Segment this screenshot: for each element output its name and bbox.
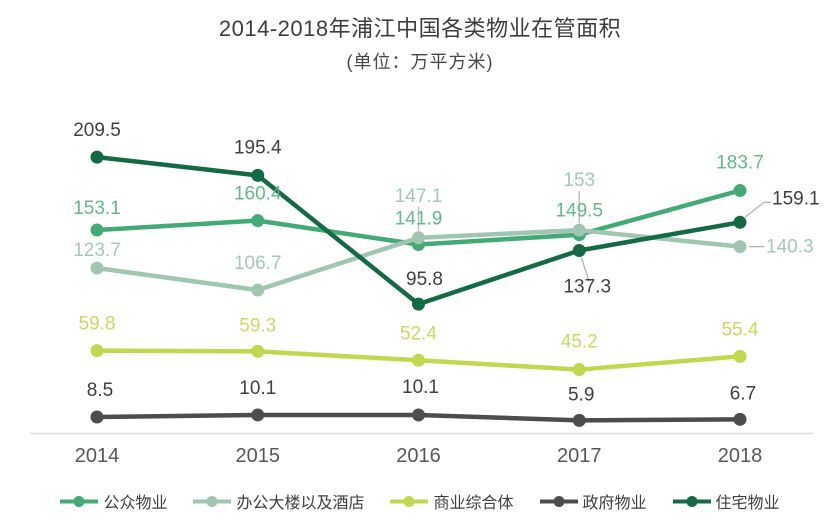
value-label: 123.7 [73,240,121,261]
series-1-point-1 [251,283,265,297]
series-0-point-1 [251,214,265,228]
label-leader-line [580,257,590,282]
legend-item-4: 住宅物业 [672,489,780,513]
series-3-point-4 [733,412,747,426]
series-3-point-2 [412,408,425,422]
series-0-point-4 [733,183,747,197]
legend-marker-icon [390,495,429,507]
legend-label: 公众物业 [103,495,168,512]
value-label: 5.9 [568,384,594,405]
value-label: 183.7 [716,152,764,173]
value-label: 153 [563,170,595,191]
series-4-point-1 [251,168,265,182]
chart-title: 2014-2018年浦江中国各类物业在管面积 [218,16,622,41]
value-label: 6.7 [730,383,756,404]
value-label: 10.1 [239,378,276,399]
legend-item-1: 办公大楼以及酒店 [193,489,364,513]
value-label: 209.5 [73,120,121,141]
value-label: 95.8 [406,269,443,290]
x-axis-label: 2017 [557,445,602,467]
legend-label: 办公大楼以及酒店 [236,495,365,512]
series-2-point-0 [90,344,104,358]
x-axis-label: 2014 [75,445,120,467]
legend-marker-icon [539,495,578,507]
series-1-point-0 [90,261,104,275]
legend-marker-icon [60,495,99,507]
legend-marker-icon [193,495,232,507]
x-axis-label: 2018 [718,445,763,467]
value-label: 159.1 [772,188,820,209]
chart-legend: 公众物业 办公大楼以及酒店 商业综合体 政府物业 住宅物业 [0,489,840,513]
series-2-point-2 [412,353,425,367]
value-label: 45.2 [561,332,598,353]
value-label: 10.1 [402,377,439,398]
series-2-point-4 [733,349,747,363]
series-2-point-3 [572,363,586,377]
legend-marker-icon [672,495,711,507]
legend-label: 商业综合体 [433,495,514,512]
legend-label: 住宅物业 [715,495,780,512]
value-label: 195.4 [234,137,282,158]
value-label: 55.4 [722,319,759,340]
legend-label: 政府物业 [582,495,647,512]
series-4-point-2 [412,297,425,311]
value-label: 137.3 [563,276,611,297]
series-3-point-1 [251,408,265,422]
value-label: 147.1 [395,186,443,207]
value-label: 59.3 [239,315,276,336]
series-1-point-4 [733,240,747,254]
chart-subtitle: (单位：万平方米) [346,52,494,72]
value-label: 160.4 [234,184,282,205]
series-4-point-3 [572,243,586,257]
value-label: 52.4 [400,323,437,344]
value-label: 140.3 [766,237,814,258]
series-4-point-0 [90,150,104,164]
series-1-point-3 [572,223,586,237]
x-axis-label: 2016 [396,445,441,467]
legend-item-2: 商业综合体 [390,489,514,513]
value-label: 141.9 [395,209,443,230]
series-2-point-1 [251,344,265,358]
value-label: 149.5 [555,201,603,222]
series-0-point-0 [90,223,104,237]
series-4-point-4 [733,215,747,229]
label-leader-line [744,201,771,218]
value-label: 106.7 [234,253,282,274]
value-label: 59.8 [79,314,116,335]
series-3-point-0 [90,410,104,424]
series-1-point-2 [412,231,425,245]
x-axis-label: 2015 [236,445,281,467]
value-label: 153.1 [73,198,121,219]
legend-item-0: 公众物业 [60,489,167,513]
value-label: 8.5 [87,380,113,401]
series-3-point-3 [572,413,586,427]
legend-item-3: 政府物业 [539,489,647,513]
